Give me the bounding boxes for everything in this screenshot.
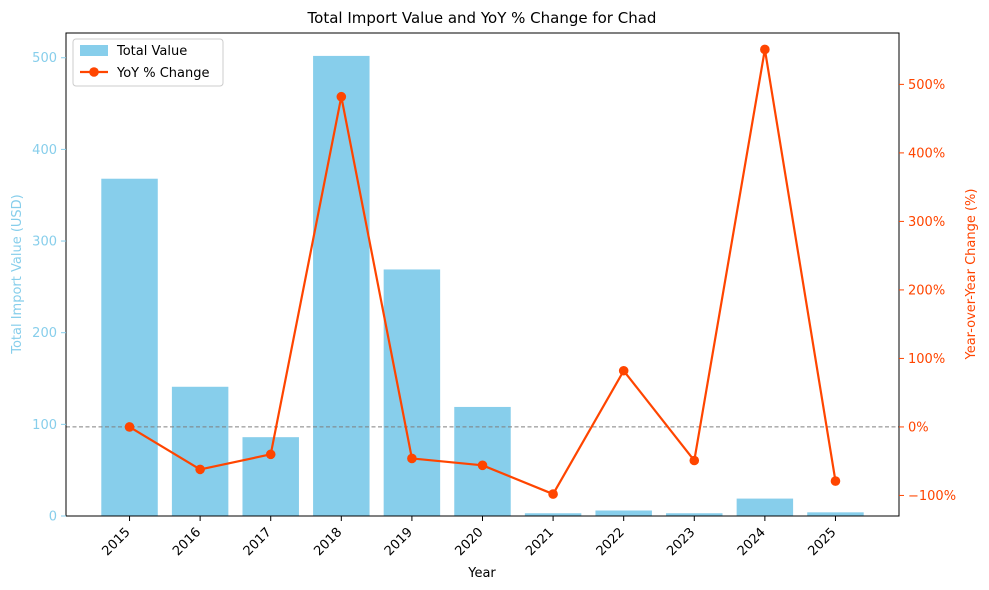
yoy-point-2018 [336, 91, 347, 102]
bar-2024 [736, 498, 794, 516]
yoy-point-2022 [618, 365, 629, 376]
y-axis-label: Total Import Value (USD) [10, 194, 25, 355]
bar-2025 [807, 512, 864, 516]
legend-label-total-value: Total Value [116, 44, 187, 59]
y2-tick-label-400: 400% [908, 146, 945, 161]
y2-tick-label-100: 100% [908, 352, 945, 367]
yoy-point-2020 [477, 460, 488, 471]
y2-tick-label-200: 200% [908, 283, 945, 298]
y-tick-label-300: 300 [32, 235, 57, 250]
bar-2022 [595, 510, 652, 516]
bar-2018 [313, 55, 370, 516]
y2-tick-label-300: 300% [908, 215, 945, 230]
yoy-point-2015 [124, 422, 135, 432]
line-layer [124, 44, 841, 499]
yoy-point-2016 [195, 464, 205, 475]
yoy-point-2024 [760, 44, 770, 55]
legend: Total Value YoY % Change [72, 38, 224, 87]
y-tick-label-500: 500 [32, 51, 57, 66]
y-tick-label-100: 100 [32, 418, 57, 433]
y2-tick-label-0: 0% [908, 420, 929, 435]
y-tick-label-0: 0 [49, 510, 57, 525]
legend-label-yoy: YoY % Change [116, 66, 210, 81]
bars-layer [101, 55, 864, 516]
legend-swatch-yoy-marker [89, 67, 99, 77]
yoy-point-2021 [548, 489, 558, 499]
bar-2019 [383, 269, 441, 516]
legend-box [72, 38, 224, 87]
yoy-point-2023 [689, 455, 700, 466]
y-tick-label-200: 200 [32, 326, 57, 341]
chart-title: Total Import Value and YoY % Change for … [307, 9, 657, 27]
y2-tick-label--100: −100% [908, 489, 956, 504]
yoy-point-2025 [830, 476, 841, 486]
yoy-point-2019 [407, 453, 417, 464]
y2-tick-label-500: 500% [908, 78, 945, 93]
bar-2021 [524, 513, 582, 516]
bar-2015 [101, 178, 158, 516]
y2-axis-label: Year-over-Year Change (%) [964, 189, 979, 361]
y-tick-label-400: 400 [32, 143, 57, 158]
x-axis-label: Year [467, 566, 496, 581]
bar-2016 [171, 386, 229, 516]
bar-2023 [666, 513, 723, 516]
legend-swatch-total-value [80, 45, 108, 56]
yoy-point-2017 [265, 449, 276, 460]
